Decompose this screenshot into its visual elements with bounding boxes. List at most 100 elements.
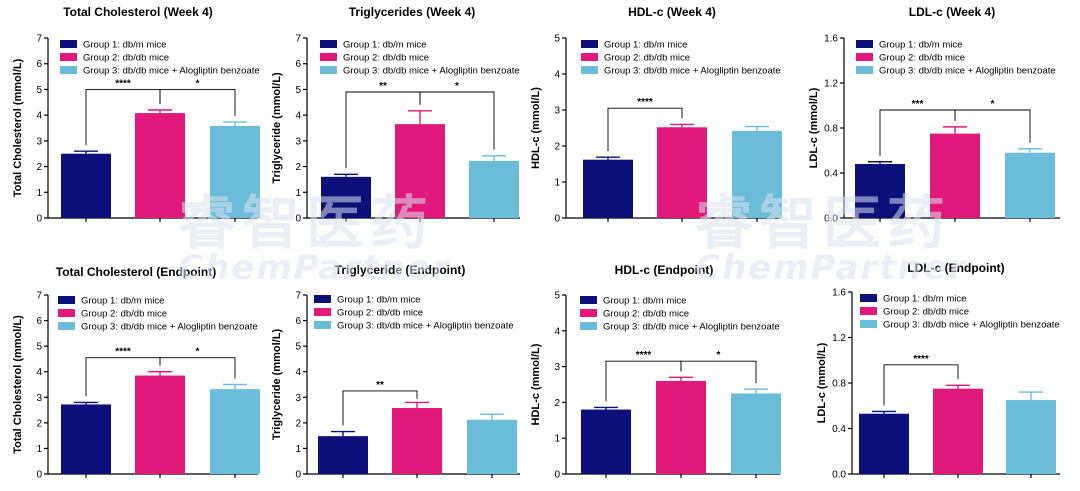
significance-label: * [196,78,200,89]
legend-label: Group 3: db/db mice + Alogliptin benzoat… [604,66,781,77]
chart-panel: Total Cholesterol (Week 4) 0 1 2 3 4 5 6 7 Total … [12,5,260,225]
legend-label: Group 3: db/db mice + Alogliptin benzoat… [343,66,520,77]
significance-bracket [954,109,1031,143]
y-tick-label: 4 [36,111,42,122]
bar [657,127,707,218]
legend-swatch [860,320,877,328]
y-tick-label: 5 [295,342,301,353]
legend-label: Group 3: db/db mice + Alogliptin benzoat… [883,320,1060,331]
chart-panel: HDL-c (Week 4) 0 1 2 3 4 5 HDL-c (mmol/L) **** Gr… [530,5,782,225]
significance-label: **** [913,354,929,365]
y-tick-label: 1 [36,444,42,455]
y-axis-label: HDL-c (mmol/L) [530,343,542,425]
y-tick-label: 2 [295,418,301,429]
legend-swatch [860,307,877,315]
y-tick-label: 1.6 [832,288,846,299]
legend-label: Group 1: db/m mice [343,40,426,51]
y-tick-label: 1 [554,434,560,445]
legend-swatch [60,40,77,48]
y-tick-label: 7 [295,291,301,302]
chart-panel: Total Cholesterol (Endpoint) 0 1 2 3 4 5 6 7 Tota… [12,265,260,481]
bar [135,113,185,218]
bar [933,388,983,474]
y-tick-label: 1 [295,444,301,455]
significance-label: * [196,347,200,358]
y-tick-label: 1 [554,178,560,189]
legend-swatch [58,309,75,317]
bar [732,130,782,218]
legend-label: Group 2: db/db mice [337,308,423,319]
legend-label: Group 3: db/db mice + Alogliptin benzoat… [81,322,258,333]
legend-label: Group 2: db/db mice [879,53,965,64]
bar [656,380,706,474]
legend-label: Group 2: db/db mice [883,307,969,318]
chart-panel: Triglyceride (Endpoint) 0 1 2 3 4 5 6 7 Triglycer… [271,263,520,481]
legend-swatch [314,308,331,316]
bar [855,164,905,218]
legend-swatch [860,294,877,302]
y-tick-label: 2 [295,162,301,173]
bar [859,413,909,474]
y-tick-label: 5 [36,85,42,96]
bar [321,176,371,218]
y-tick-label: 5 [554,291,560,302]
y-tick-label: 1.2 [824,79,838,90]
bar [318,436,368,474]
y-tick-label: 3 [554,362,560,373]
legend-label: Group 3: db/db mice + Alogliptin benzoat… [603,322,780,333]
bar [210,125,260,218]
y-tick-label: 7 [295,34,301,45]
legend-label: Group 1: db/m mice [604,40,687,51]
y-tick-label: 0.8 [832,379,846,390]
bar [1006,400,1056,474]
y-tick-label: 0 [36,214,42,225]
legend-swatch [320,66,337,74]
y-tick-label: 3 [554,106,560,117]
legend-swatch [581,53,598,61]
y-tick-label: 2 [36,162,42,173]
legend-swatch [856,40,873,48]
legend-swatch [320,53,337,61]
legend-label: Group 2: db/db mice [81,309,167,320]
legend-swatch [856,53,873,61]
y-tick-label: 0.0 [824,214,838,225]
bar [395,124,445,218]
significance-label: ** [376,380,384,391]
significance-bracket [159,357,236,379]
legend-swatch [580,322,597,330]
significance-bracket [883,364,959,406]
y-tick-label: 4 [295,111,301,122]
legend-swatch [58,322,75,330]
legend-swatch [580,296,597,304]
y-tick-label: 0 [295,214,301,225]
y-tick-label: 4 [36,367,42,378]
y-axis-label: LDL-c (mmol/L) [808,87,820,168]
y-axis-label: Total Cholesterol (mmol/L) [12,58,24,197]
y-tick-label: 7 [36,291,42,302]
y-tick-label: 0.4 [824,169,838,180]
bar [135,375,185,474]
y-axis-label: Triglyceride (mmol/L) [271,329,283,441]
y-tick-label: 3 [36,393,42,404]
legend-label: Group 1: db/m mice [83,40,166,51]
y-tick-label: 7 [36,34,42,45]
y-tick-label: 3 [295,136,301,147]
y-tick-label: 3 [295,393,301,404]
bar [392,408,442,474]
bar [583,159,633,218]
legend-label: Group 1: db/m mice [81,296,164,307]
y-tick-label: 1.6 [824,34,838,45]
chart-panel: LDL-c (Endpoint) 0.0 0.4 0.8 1.2 1.6 LDL-c (mm… [816,261,1060,481]
legend-swatch [856,66,873,74]
y-tick-label: 4 [554,326,560,337]
significance-label: **** [115,347,131,358]
y-tick-label: 5 [554,34,560,45]
bar [61,153,111,218]
y-tick-label: 6 [295,316,301,327]
y-tick-label: 0 [295,470,301,481]
bar [731,393,781,474]
significance-bracket [419,91,495,150]
chart-title: Total Cholesterol (Week 4) [63,5,213,19]
legend-label: Group 1: db/m mice [879,40,962,51]
